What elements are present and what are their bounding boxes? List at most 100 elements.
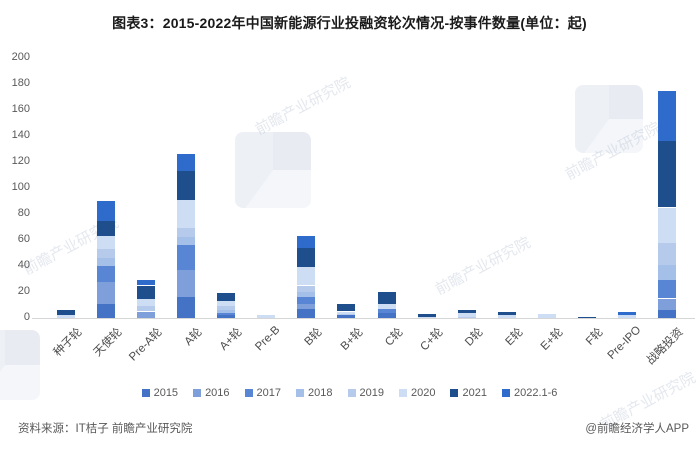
stacked-bar-segment <box>658 264 677 281</box>
stacked-bar-segment <box>617 315 636 318</box>
stacked-bar-segment <box>377 312 396 318</box>
stacked-bar-segment <box>177 154 196 172</box>
y-axis-tick-label: 180 <box>11 77 30 89</box>
stacked-bar-segment <box>217 306 236 311</box>
stacked-bar-segment <box>257 315 276 318</box>
stacked-bar-segment <box>658 90 677 142</box>
stacked-bar-segment <box>658 298 677 311</box>
stacked-bar-segment <box>217 312 236 316</box>
stacked-bar-segment <box>97 220 116 237</box>
watermark-logo <box>235 132 311 208</box>
stacked-bar-segment <box>297 285 316 292</box>
stacked-bar-segment <box>137 280 156 286</box>
stacked-bar-segment <box>137 306 156 312</box>
stacked-bar-segment <box>217 315 236 318</box>
legend-label: 2017 <box>256 387 282 399</box>
stacked-bar-segment <box>97 249 116 259</box>
stacked-bar-segment <box>177 297 196 318</box>
stacked-bar-segment <box>297 292 316 298</box>
stacked-bar-segment <box>177 228 196 238</box>
stacked-bar-segment <box>658 242 677 265</box>
stacked-bar-segment <box>137 298 156 307</box>
legend-swatch <box>296 389 305 397</box>
stacked-bar-segment <box>217 301 236 307</box>
stacked-bar-segment <box>537 314 556 318</box>
y-axis-tick-label: 200 <box>11 51 30 63</box>
stacked-bar-segment <box>177 171 196 200</box>
legend-swatch <box>450 389 459 397</box>
legend-swatch <box>193 389 202 397</box>
legend-item: 2018 <box>296 387 333 399</box>
y-axis-tick-label: 120 <box>11 155 30 167</box>
stacked-bar-segment <box>297 267 316 286</box>
stacked-bar-segment <box>97 258 116 266</box>
stacked-bar-segment <box>297 308 316 318</box>
legend-label: 2022.1-6 <box>513 387 558 399</box>
stacked-bar-segment <box>577 316 596 318</box>
legend-swatch <box>141 389 150 397</box>
stacked-bar-segment <box>297 297 316 304</box>
legend-label: 2020 <box>411 387 436 399</box>
y-axis-tick-label: 160 <box>11 103 30 115</box>
stacked-bar-segment <box>217 293 236 302</box>
legend-swatch <box>244 389 253 397</box>
legend-item: 2021 <box>450 387 487 399</box>
stacked-bar-segment <box>337 311 356 315</box>
legend-swatch <box>501 389 510 397</box>
stacked-bar-segment <box>457 312 476 317</box>
stacked-bar-segment <box>377 303 396 309</box>
stacked-bar-segment <box>297 247 316 268</box>
legend-item: 2019 <box>347 387 384 399</box>
stacked-bar-segment <box>417 314 436 317</box>
stacked-bar-segment <box>658 207 677 243</box>
stacked-bar-segment <box>497 315 516 318</box>
y-axis-tick-label: 40 <box>17 259 30 271</box>
stacked-bar-segment <box>617 311 636 316</box>
stacked-bar-segment <box>377 292 396 304</box>
stacked-bar-segment <box>97 236 116 250</box>
y-axis-tick-label: 80 <box>17 207 30 219</box>
y-axis-tick-label: 20 <box>17 285 30 297</box>
stacked-bar-segment <box>137 311 156 318</box>
stacked-bar-segment <box>177 269 196 298</box>
x-axis-line <box>32 318 695 319</box>
watermark-text: 前瞻产业研究院 <box>252 74 354 139</box>
legend-item: 2016 <box>193 387 230 399</box>
stacked-bar-segment <box>457 310 476 313</box>
y-axis-tick-label: 100 <box>11 181 30 193</box>
watermark-text: 前瞻产业研究院 <box>432 234 534 299</box>
stacked-bar-segment <box>97 201 116 221</box>
legend-label: 2021 <box>462 387 487 399</box>
legend-item: 2022.1-6 <box>501 387 558 399</box>
stacked-bar-segment <box>417 316 436 318</box>
stacked-bar-segment <box>337 315 356 318</box>
legend: 2015 2016 2017 2018 2019 2020 2021 2022.1-6 <box>0 387 699 399</box>
stacked-bar-segment <box>658 141 677 208</box>
legend-label: 2019 <box>359 387 384 399</box>
legend-item: 2020 <box>399 387 435 399</box>
source-note: 资料来源：IT桔子 前瞻产业研究院 <box>18 423 193 435</box>
stacked-bar-segment <box>177 199 196 229</box>
stacked-bar-segment <box>97 281 116 304</box>
stacked-bar-segment <box>57 315 75 318</box>
stacked-bar-segment <box>177 237 196 246</box>
stacked-bar-segment <box>297 303 316 309</box>
legend-swatch <box>347 389 356 397</box>
stacked-bar-segment <box>137 285 156 299</box>
legend-label: 2016 <box>205 387 230 399</box>
stacked-bar-segment <box>97 303 116 318</box>
watermark-text: 前瞻产业研究院 <box>562 119 664 184</box>
watermark-logo <box>575 85 643 153</box>
legend-label: 2018 <box>308 387 333 399</box>
y-axis-tick-label: 140 <box>11 129 30 141</box>
stacked-bar-segment <box>337 314 356 316</box>
legend-item: 2015 <box>141 387 178 399</box>
legend-item: 2017 <box>244 387 282 399</box>
credit-note: @前瞻经济学人APP <box>585 423 689 435</box>
stacked-bar-segment <box>337 303 356 312</box>
stacked-bar-segment <box>658 280 677 299</box>
y-axis-tick-label: 60 <box>17 233 30 245</box>
stacked-bar-segment <box>377 308 396 313</box>
stacked-bar-segment <box>497 311 516 316</box>
